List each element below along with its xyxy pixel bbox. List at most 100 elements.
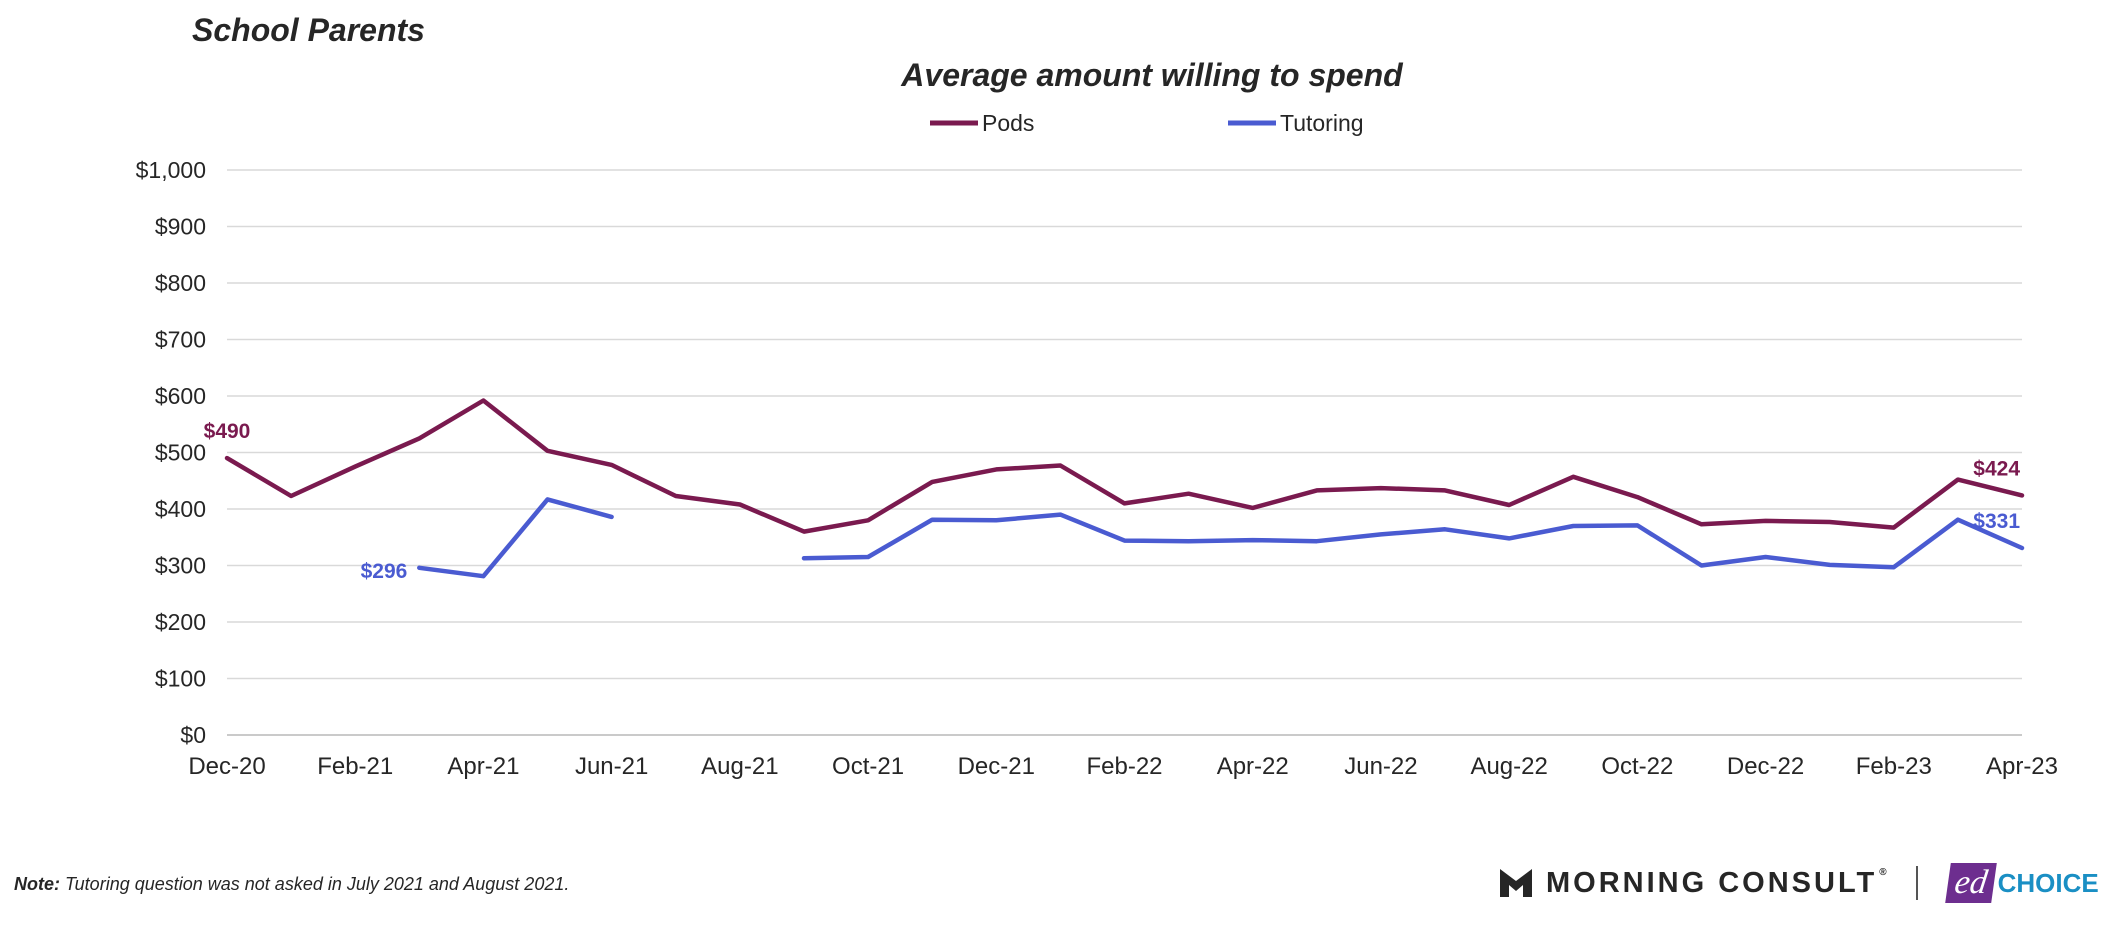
edchoice-wordmark: CHOICE: [1997, 867, 2099, 898]
x-tick-label-apr-22: Apr-22: [1217, 753, 1289, 780]
y-tick-label-300: $300: [155, 553, 206, 579]
data-point-pods-jan-21: [289, 494, 294, 499]
data-point-tutoring-may-21: [545, 497, 550, 502]
x-tick-label-oct-22: Oct-22: [1601, 753, 1673, 780]
legend-label-tutoring: Tutoring: [1280, 110, 1364, 136]
data-point-tutoring-nov-21: [930, 517, 935, 522]
x-tick-label-oct-21: Oct-21: [832, 753, 904, 780]
data-point-tutoring-oct-22: [1635, 523, 1640, 528]
footnote-text: Tutoring question was not asked in July …: [65, 874, 570, 894]
series-line-tutoring-segment-1: [417, 497, 614, 579]
data-label-pods-dec-20: $490: [204, 420, 251, 443]
data-point-tutoring-sep-21: [801, 556, 806, 561]
x-tick-label-dec-20: Dec-20: [188, 753, 265, 780]
data-point-pods-sep-21: [801, 529, 806, 534]
data-point-tutoring-nov-22: [1699, 563, 1704, 568]
data-point-tutoring-apr-22: [1250, 538, 1255, 543]
data-point-pods-jan-23: [1827, 519, 1832, 524]
data-point-pods-may-21: [545, 448, 550, 453]
data-point-pods-aug-21: [737, 502, 742, 507]
data-point-pods-jun-21: [609, 462, 614, 467]
data-point-tutoring-jun-21: [609, 514, 614, 519]
data-point-pods-may-22: [1314, 488, 1319, 493]
data-point-tutoring-mar-23: [1955, 517, 1960, 522]
edchoice-logo: ed CHOICE: [1944, 863, 2099, 903]
data-point-tutoring-may-22: [1314, 539, 1319, 544]
x-tick-label-dec-21: Dec-21: [958, 753, 1035, 780]
footnote: Note: Tutoring question was not asked in…: [14, 874, 569, 895]
y-tick-label-1000: $1,000: [136, 157, 206, 183]
edchoice-ed-mark: ed: [1944, 863, 1997, 903]
data-point-pods-dec-21: [994, 467, 999, 472]
data-point-pods-jan-22: [1058, 463, 1063, 468]
data-point-tutoring-sep-22: [1571, 523, 1576, 528]
x-tick-label-feb-22: Feb-22: [1086, 753, 1162, 780]
y-tick-label-800: $800: [155, 270, 206, 296]
y-tick-label-600: $600: [155, 383, 206, 409]
x-tick-label-jun-21: Jun-21: [575, 753, 648, 780]
x-tick-label-aug-21: Aug-21: [701, 753, 778, 780]
chart-title: Average amount willing to spend: [900, 57, 1404, 93]
data-point-pods-nov-22: [1699, 522, 1704, 527]
data-label-tutoring-apr-23: $331: [1973, 510, 2020, 533]
data-point-pods-feb-22: [1122, 501, 1127, 506]
y-tick-label-500: $500: [155, 440, 206, 466]
logo-bar: MORNING CONSULT ® ed CHOICE: [1500, 858, 2099, 908]
x-tick-label-jun-22: Jun-22: [1344, 753, 1417, 780]
x-tick-label-apr-21: Apr-21: [447, 753, 519, 780]
series-line-tutoring-segment-2: [801, 512, 2025, 570]
chart-group-title: School Parents: [192, 12, 425, 48]
x-tick-label-feb-23: Feb-23: [1856, 753, 1932, 780]
x-tick-label-apr-23: Apr-23: [1986, 753, 2058, 780]
data-point-pods-apr-23: [2020, 493, 2025, 498]
data-point-pods-oct-21: [866, 518, 871, 523]
data-point-tutoring-oct-21: [866, 555, 871, 560]
data-point-pods-aug-22: [1507, 503, 1512, 508]
data-point-pods-apr-21: [481, 398, 486, 403]
data-point-tutoring-mar-21: [417, 565, 422, 570]
y-tick-label-0: $0: [180, 722, 206, 748]
data-point-pods-dec-20: [225, 456, 230, 461]
data-point-tutoring-jan-23: [1827, 562, 1832, 567]
data-point-tutoring-apr-23: [2020, 545, 2025, 550]
data-point-pods-nov-21: [930, 479, 935, 484]
morning-consult-m-icon: [1500, 869, 1532, 897]
morning-consult-logo: MORNING CONSULT ®: [1500, 867, 1890, 900]
data-point-tutoring-jan-22: [1058, 512, 1063, 517]
y-tick-label-700: $700: [155, 327, 206, 353]
data-point-pods-mar-23: [1955, 477, 1960, 482]
legend-label-pods: Pods: [982, 110, 1034, 136]
x-tick-label-dec-22: Dec-22: [1727, 753, 1804, 780]
data-point-tutoring-apr-21: [481, 574, 486, 579]
data-point-pods-feb-21: [353, 464, 358, 469]
data-label-tutoring-mar-21: $296: [361, 560, 408, 583]
line-chart: Average amount willing to spend Pods Tutor…: [136, 57, 2058, 780]
morning-consult-wordmark: MORNING CONSULT ®: [1546, 866, 1890, 899]
data-point-tutoring-dec-21: [994, 518, 999, 523]
data-point-tutoring-aug-22: [1507, 536, 1512, 541]
data-point-tutoring-jul-22: [1443, 527, 1448, 532]
x-tick-label-feb-21: Feb-21: [317, 753, 393, 780]
data-point-pods-mar-21: [417, 436, 422, 441]
data-point-pods-jun-22: [1378, 486, 1383, 491]
data-point-pods-dec-22: [1763, 518, 1768, 523]
data-point-pods-oct-22: [1635, 495, 1640, 500]
data-point-tutoring-jun-22: [1378, 532, 1383, 537]
data-point-pods-mar-22: [1186, 491, 1191, 496]
data-point-tutoring-dec-22: [1763, 555, 1768, 560]
data-point-tutoring-feb-22: [1122, 538, 1127, 543]
data-point-pods-jul-21: [673, 494, 678, 499]
data-point-pods-jul-22: [1443, 488, 1448, 493]
series-line-pods-segment-1: [224, 398, 2025, 534]
data-point-tutoring-mar-22: [1186, 539, 1191, 544]
data-label-pods-apr-23: $424: [1973, 457, 2020, 480]
y-tick-label-100: $100: [155, 666, 206, 692]
data-point-pods-feb-23: [1891, 525, 1896, 530]
y-tick-label-200: $200: [155, 609, 206, 635]
y-tick-label-900: $900: [155, 214, 206, 240]
data-point-pods-sep-22: [1571, 474, 1576, 479]
footnote-label: Note:: [14, 874, 60, 894]
x-tick-label-aug-22: Aug-22: [1470, 753, 1547, 780]
data-point-tutoring-feb-23: [1891, 565, 1896, 570]
y-tick-label-400: $400: [155, 496, 206, 522]
